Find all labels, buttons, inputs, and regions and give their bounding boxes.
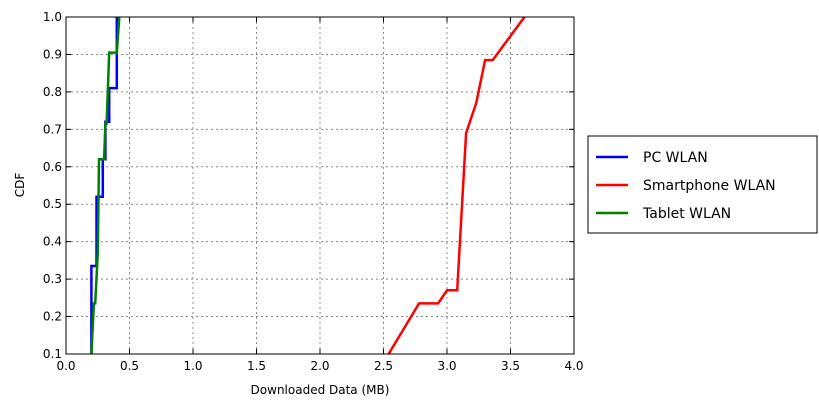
legend-label: Smartphone WLAN xyxy=(643,178,776,194)
legend: PC WLAN Smartphone WLAN Tablet WLAN xyxy=(587,135,818,234)
y-tick-label: 0.8 xyxy=(43,85,62,99)
series-line xyxy=(90,16,121,355)
y-tick-label: 0.5 xyxy=(43,197,62,211)
x-tick-label: 3.0 xyxy=(437,359,456,373)
x-tick-label: 4.0 xyxy=(564,359,583,373)
y-tick-label: 1.0 xyxy=(43,10,62,24)
x-tick-label: 0.0 xyxy=(56,359,75,373)
y-tick-label: 0.4 xyxy=(43,235,62,249)
x-tick-label: 1.5 xyxy=(247,359,266,373)
x-tick-label: 2.0 xyxy=(310,359,329,373)
legend-label: PC WLAN xyxy=(643,150,708,166)
x-tick-label: 1.0 xyxy=(183,359,202,373)
y-axis-title: CDF xyxy=(13,173,27,198)
y-tick-label: 0.7 xyxy=(43,122,62,136)
x-tick-label: 3.5 xyxy=(501,359,520,373)
grid xyxy=(66,17,574,354)
y-tick-label: 0.9 xyxy=(43,47,62,61)
x-tick-label: 0.5 xyxy=(120,359,139,373)
y-tick-label: 0.2 xyxy=(43,310,62,324)
data-series xyxy=(90,16,526,355)
x-axis-title: Downloaded Data (MB) xyxy=(251,383,390,397)
y-tick-label: 0.1 xyxy=(43,347,62,361)
y-tick-label: 0.3 xyxy=(43,272,62,286)
series-line xyxy=(387,16,526,355)
y-tick-label: 0.6 xyxy=(43,160,62,174)
ticks xyxy=(65,16,575,355)
tick-labels: 0.0 0.5 1.0 1.5 2.0 2.5 3.0 3.5 4.0 0.1 0.2 0.3 0.4 0… xyxy=(43,10,584,373)
x-tick-label: 2.5 xyxy=(374,359,393,373)
legend-label: Tablet WLAN xyxy=(642,206,731,222)
